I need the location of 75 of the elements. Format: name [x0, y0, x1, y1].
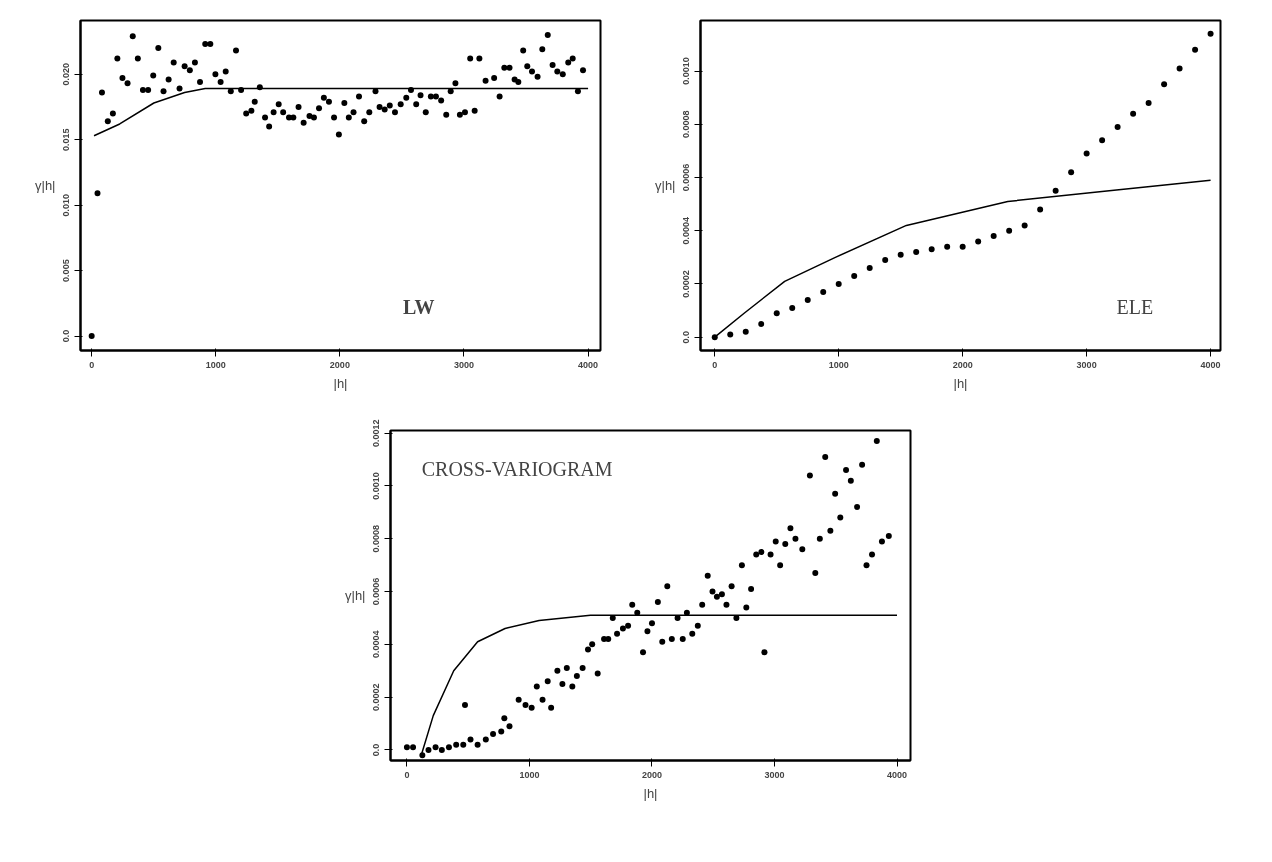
point: [773, 310, 780, 317]
point: [835, 280, 842, 287]
point: [1006, 227, 1013, 234]
y-tick-label: 0.0: [681, 330, 692, 344]
point: [851, 272, 858, 279]
y-tick-label: 0.0: [61, 329, 72, 343]
x-tick-label: 0: [712, 359, 718, 370]
point: [1207, 30, 1214, 37]
x-tick-label: 3000: [764, 769, 785, 780]
x-tick-label: 1000: [205, 359, 226, 370]
point: [866, 265, 873, 271]
point: [882, 257, 889, 264]
y-tick-label: 0.0006: [371, 577, 382, 606]
y-tick-label: 0.0008: [681, 110, 692, 139]
point: [975, 238, 982, 245]
y-tick-label: 0.020: [61, 62, 72, 86]
point: [1052, 187, 1059, 194]
x-axis-title: |h|: [643, 785, 658, 801]
text: ELE: [1116, 295, 1154, 318]
y-tick-label: 0.0008: [371, 524, 382, 553]
y-tick-label: 0.015: [61, 128, 72, 151]
x-tick-label: 4000: [578, 359, 599, 370]
y-tick-label: 0.0012: [371, 419, 382, 447]
point: [1021, 222, 1028, 229]
x-tick-label: 3000: [453, 359, 475, 370]
y-tick-label: 0.0010: [681, 57, 692, 85]
x-tick-label: 4000: [1200, 359, 1221, 370]
point: [1161, 81, 1168, 88]
x-tick-label: 2000: [952, 359, 973, 370]
x-tick-label: 0: [404, 769, 410, 780]
point: [804, 296, 811, 303]
y-tick-label: 0.0006: [681, 163, 692, 192]
point: [944, 243, 951, 250]
y-tick-label: 0.0004: [681, 216, 692, 245]
y-tick-label: 0.0004: [371, 630, 382, 659]
x-tick-label: 4000: [887, 769, 908, 780]
point: [1130, 110, 1137, 117]
point: [1068, 169, 1075, 176]
x-tick-label: 0: [89, 359, 95, 370]
y-tick-label: 0.0: [371, 743, 382, 757]
point: [1099, 137, 1106, 144]
x-axis-title: |h|: [953, 375, 968, 391]
point: [990, 233, 997, 240]
point: [789, 304, 796, 311]
point: [742, 328, 749, 335]
y-tick-label: 0.0010: [371, 472, 382, 500]
x-tick-label: 1000: [519, 769, 540, 780]
y-tick-label: 0.0002: [681, 270, 692, 298]
point: [928, 246, 935, 253]
y-tick-label: 0.005: [61, 259, 72, 282]
point: [897, 251, 904, 258]
point: [959, 243, 966, 250]
point: [1145, 100, 1152, 106]
point: [727, 331, 734, 338]
x-tick-label: 3000: [1076, 359, 1097, 370]
text: CROSS-VARIOGRAM: [421, 458, 613, 480]
point: [820, 288, 827, 295]
point: [1192, 46, 1199, 53]
y-tick-label: 0.0002: [371, 683, 382, 711]
point: [1114, 123, 1121, 130]
x-tick-label: 1000: [828, 359, 849, 370]
point: [1037, 206, 1044, 213]
y-axis-title: γ|h|: [35, 178, 56, 193]
text: LW: [402, 295, 435, 318]
x-tick-label: 2000: [641, 769, 662, 780]
y-axis-title: γ|h|: [655, 178, 676, 193]
point: [1083, 150, 1090, 157]
x-axis-title: |h|: [333, 375, 348, 391]
point: [1176, 65, 1183, 72]
y-axis-title: γ|h|: [345, 588, 366, 603]
line-series: [93, 87, 589, 137]
x-tick-label: 2000: [329, 359, 350, 370]
point: [758, 320, 765, 327]
y-tick-label: 0.010: [61, 193, 72, 217]
point: [913, 249, 920, 256]
